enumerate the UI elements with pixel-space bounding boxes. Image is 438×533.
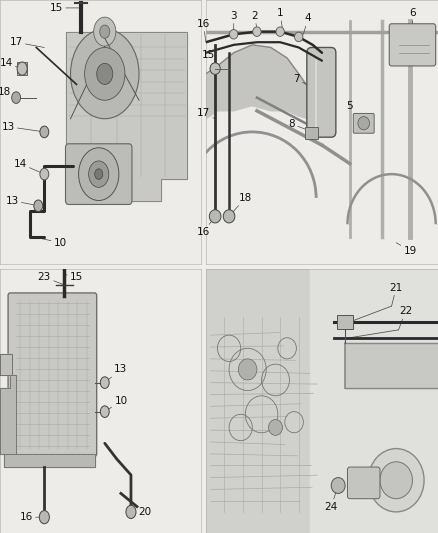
Text: 5: 5 (346, 101, 364, 123)
FancyBboxPatch shape (17, 62, 27, 75)
Text: 15: 15 (64, 272, 83, 282)
Text: 10: 10 (36, 238, 67, 248)
Text: 2: 2 (251, 11, 258, 29)
Polygon shape (206, 269, 310, 533)
Circle shape (358, 117, 370, 130)
Text: 13: 13 (5, 196, 38, 206)
Text: 1: 1 (277, 8, 283, 29)
FancyBboxPatch shape (389, 24, 436, 66)
FancyBboxPatch shape (304, 127, 318, 139)
Circle shape (368, 449, 424, 512)
Text: 19: 19 (396, 243, 417, 256)
Circle shape (100, 377, 109, 389)
Text: 14: 14 (0, 58, 22, 69)
Text: 21: 21 (389, 282, 403, 306)
Polygon shape (345, 343, 438, 388)
Circle shape (223, 210, 235, 223)
Circle shape (34, 200, 43, 212)
Text: 6: 6 (409, 8, 416, 45)
Text: 20: 20 (131, 507, 152, 517)
FancyBboxPatch shape (8, 293, 97, 456)
Circle shape (100, 25, 110, 38)
Polygon shape (67, 31, 187, 200)
Polygon shape (206, 45, 308, 119)
Circle shape (39, 511, 49, 524)
Text: 23: 23 (38, 272, 64, 285)
Circle shape (126, 505, 136, 519)
Text: 16: 16 (197, 216, 215, 237)
FancyBboxPatch shape (353, 114, 374, 133)
Circle shape (209, 210, 221, 223)
Circle shape (210, 63, 220, 75)
Circle shape (276, 27, 284, 36)
Circle shape (230, 29, 238, 39)
FancyBboxPatch shape (338, 315, 353, 329)
Text: 14: 14 (14, 159, 44, 174)
FancyBboxPatch shape (66, 144, 132, 205)
Circle shape (12, 92, 21, 103)
Circle shape (294, 32, 303, 42)
FancyBboxPatch shape (347, 467, 380, 499)
Text: 17: 17 (197, 108, 215, 119)
Circle shape (40, 168, 49, 180)
Text: 8: 8 (289, 119, 313, 132)
Text: 24: 24 (325, 486, 338, 512)
Circle shape (85, 47, 125, 100)
Text: 15: 15 (50, 3, 81, 13)
Circle shape (97, 63, 113, 84)
Text: 10: 10 (105, 396, 127, 411)
Circle shape (95, 169, 103, 180)
Text: 17: 17 (10, 37, 44, 47)
Circle shape (88, 161, 109, 187)
Circle shape (94, 17, 116, 46)
Text: 3: 3 (230, 11, 237, 31)
Circle shape (78, 148, 119, 200)
Text: 18: 18 (229, 193, 252, 216)
Text: 16: 16 (20, 512, 44, 522)
Text: 7: 7 (293, 74, 322, 92)
Text: 16: 16 (197, 19, 210, 42)
Text: 22: 22 (399, 306, 412, 330)
Text: 4: 4 (304, 13, 311, 34)
Circle shape (238, 359, 257, 380)
Polygon shape (0, 353, 12, 375)
Polygon shape (0, 375, 16, 454)
Polygon shape (310, 269, 438, 533)
Circle shape (380, 462, 413, 499)
Circle shape (331, 478, 345, 494)
Circle shape (40, 126, 49, 138)
Text: 13: 13 (1, 122, 44, 132)
Text: 13: 13 (105, 365, 127, 383)
Text: 15: 15 (201, 51, 215, 69)
Circle shape (71, 29, 139, 119)
FancyBboxPatch shape (307, 47, 336, 137)
Circle shape (17, 62, 27, 75)
Circle shape (268, 419, 283, 435)
Text: 18: 18 (0, 87, 16, 98)
Polygon shape (4, 454, 95, 467)
Circle shape (100, 406, 109, 417)
Circle shape (253, 27, 261, 36)
